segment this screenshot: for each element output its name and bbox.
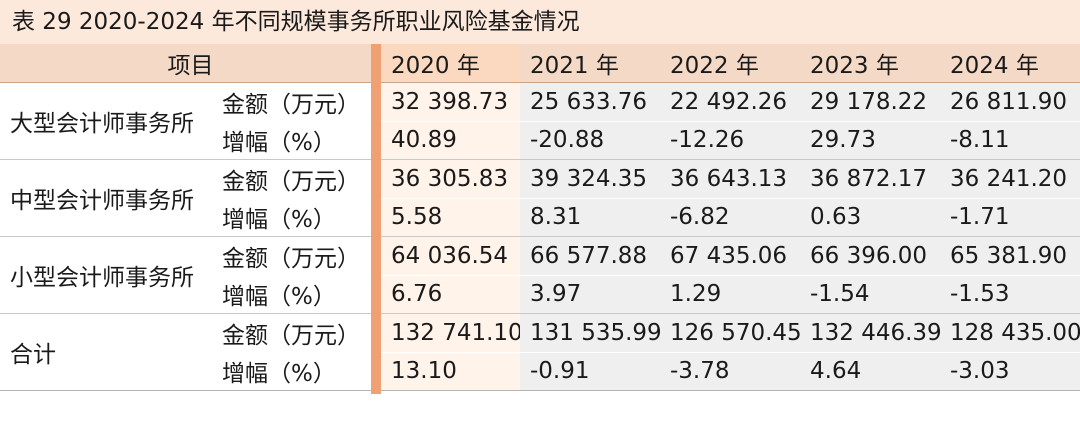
metric-label-amount: 金额（万元） — [212, 159, 381, 198]
table-row: 大型会计师事务所 金额（万元） 32 398.73 25 633.76 22 492.2… — [0, 82, 1080, 160]
growth-cell-2020: 5.58 — [381, 197, 520, 237]
amount-cell-2021: 131 535.99 — [520, 313, 660, 352]
header-year-2020: 2020 年 — [381, 44, 520, 83]
table-row: 增幅（%） 6.76 3.97 1.29 -1.54 -1.53 — [0, 274, 1080, 314]
amount-cell-2023: 36 872.17 — [800, 159, 940, 198]
amount-cell-2020: 132 741.10 — [381, 313, 520, 352]
amount-cell-2023: 29 178.22 — [800, 82, 940, 121]
amount-cell-2022: 67 435.06 — [660, 236, 800, 275]
metric-label-growth: 增幅（%） — [212, 120, 381, 160]
metric-label-growth: 增幅（%） — [212, 351, 381, 391]
amount-cell-2023: 132 446.39 — [800, 313, 940, 352]
growth-cell-2023: 0.63 — [800, 197, 940, 237]
table-caption: 表 29 2020-2024 年不同规模事务所职业风险基金情况 — [0, 0, 1080, 44]
table-row: 增幅（%） 13.10 -0.91 -3.78 4.64 -3.03 — [0, 351, 1080, 391]
metric-label-growth: 增幅（%） — [212, 197, 381, 237]
growth-cell-2021: -0.91 — [520, 351, 660, 391]
metric-label-amount: 金额（万元） — [212, 236, 381, 275]
metric-label-amount: 金额（万元） — [212, 313, 381, 352]
growth-cell-2022: -6.82 — [660, 197, 800, 237]
growth-cell-2020: 40.89 — [381, 120, 520, 160]
growth-cell-2024: -8.11 — [940, 120, 1080, 160]
amount-cell-2024: 36 241.20 — [940, 159, 1080, 198]
growth-cell-2023: 4.64 — [800, 351, 940, 391]
table-row: 中型会计师事务所 金额（万元） 36 305.83 39 324.35 36 643.1… — [0, 159, 1080, 237]
amount-cell-2021: 25 633.76 — [520, 82, 660, 121]
header-year-2021: 2021 年 — [520, 44, 660, 83]
amount-cell-2024: 26 811.90 — [940, 82, 1080, 121]
table-row: 增幅（%） 5.58 8.31 -6.82 0.63 -1.71 — [0, 197, 1080, 237]
growth-cell-2023: 29.73 — [800, 120, 940, 160]
growth-cell-2023: -1.54 — [800, 274, 940, 314]
amount-cell-2021: 39 324.35 — [520, 159, 660, 198]
table-row: 增幅（%） 40.89 -20.88 -12.26 29.73 -8.11 — [0, 120, 1080, 160]
growth-cell-2021: 3.97 — [520, 274, 660, 314]
amount-cell-2024: 128 435.00 — [940, 313, 1080, 352]
amount-cell-2021: 66 577.88 — [520, 236, 660, 275]
amount-cell-2022: 36 643.13 — [660, 159, 800, 198]
growth-cell-2020: 6.76 — [381, 274, 520, 314]
growth-cell-2024: -1.71 — [940, 197, 1080, 237]
table-row: 小型会计师事务所 金额（万元） 64 036.54 66 577.88 67 435.0… — [0, 236, 1080, 314]
amount-cell-2020: 32 398.73 — [381, 82, 520, 121]
header-year-2022: 2022 年 — [660, 44, 800, 83]
header-item: 项目 — [0, 44, 381, 83]
amount-cell-2022: 126 570.45 — [660, 313, 800, 352]
category-label: 大型会计师事务所 — [0, 82, 212, 160]
amount-cell-2024: 65 381.90 — [940, 236, 1080, 275]
header-row: 项目 2020 年 2021 年 2022 年 2023 年 2024 年 — [0, 44, 1080, 83]
growth-cell-2022: -3.78 — [660, 351, 800, 391]
category-label: 小型会计师事务所 — [0, 236, 212, 314]
amount-cell-2022: 22 492.26 — [660, 82, 800, 121]
amount-cell-2020: 64 036.54 — [381, 236, 520, 275]
growth-cell-2022: 1.29 — [660, 274, 800, 314]
header-year-2024: 2024 年 — [940, 44, 1080, 83]
growth-cell-2020: 13.10 — [381, 351, 520, 391]
header-year-2023: 2023 年 — [800, 44, 940, 83]
highlight-bar — [371, 44, 381, 394]
category-label: 合计 — [0, 313, 212, 391]
growth-cell-2021: -20.88 — [520, 120, 660, 160]
table-row: 合计 金额（万元） 132 741.10 131 535.99 126 570.45 13… — [0, 313, 1080, 391]
table-body: 大型会计师事务所 金额（万元） 32 398.73 25 633.76 22 492.2… — [0, 82, 1080, 391]
metric-label-growth: 增幅（%） — [212, 274, 381, 314]
metric-label-amount: 金额（万元） — [212, 82, 381, 121]
growth-cell-2021: 8.31 — [520, 197, 660, 237]
category-label: 中型会计师事务所 — [0, 159, 212, 237]
risk-fund-table: 项目 2020 年 2021 年 2022 年 2023 年 2024 年 大型… — [0, 44, 1080, 391]
amount-cell-2020: 36 305.83 — [381, 159, 520, 198]
amount-cell-2023: 66 396.00 — [800, 236, 940, 275]
growth-cell-2024: -3.03 — [940, 351, 1080, 391]
growth-cell-2024: -1.53 — [940, 274, 1080, 314]
growth-cell-2022: -12.26 — [660, 120, 800, 160]
